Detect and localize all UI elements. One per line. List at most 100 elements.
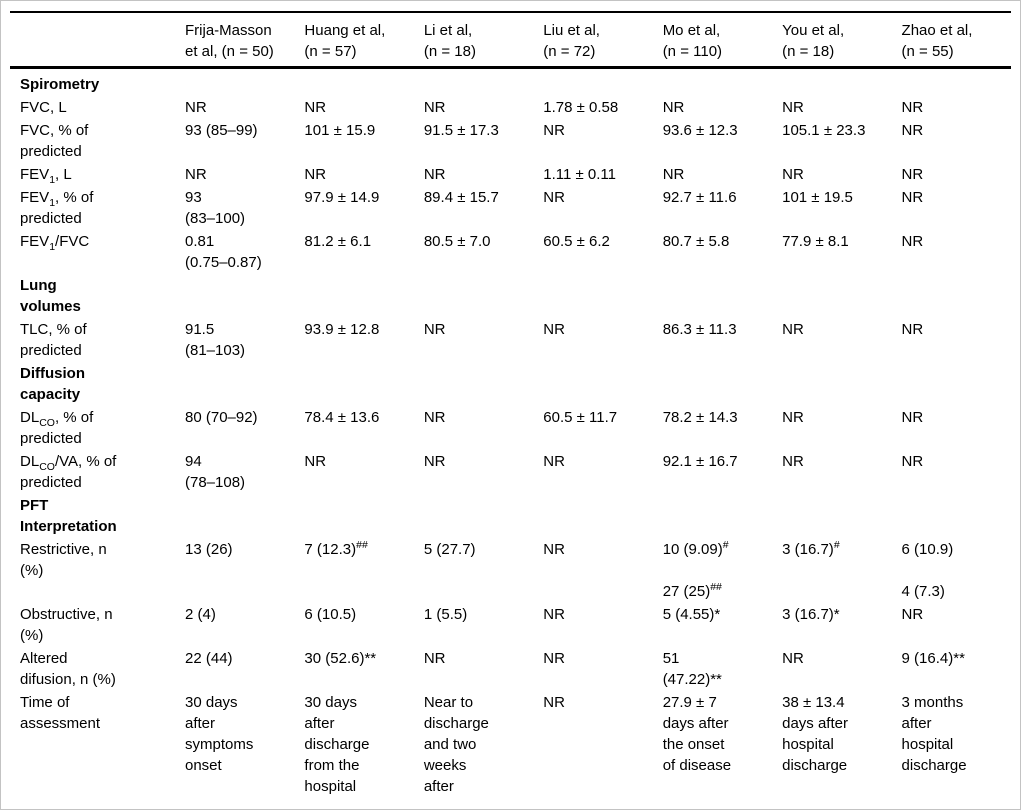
section-row: PFT Interpretation	[10, 494, 1011, 538]
table-cell	[414, 494, 533, 538]
table-cell	[772, 274, 891, 318]
table-cell: NR	[662, 166, 685, 183]
table-cell: 2 (4)	[185, 606, 216, 623]
table-cell: 30 days after symptoms onset	[185, 694, 254, 774]
table-cell: 101 ± 15.9	[304, 122, 376, 139]
table-cell	[414, 362, 533, 406]
table-cell: NR	[423, 321, 446, 338]
table-cell: NR	[423, 409, 446, 426]
column-header-zhao: Zhao et al, (n = 55)	[901, 22, 973, 60]
table-cell: NR	[543, 321, 565, 338]
row-label: FEV1, % of predicted	[20, 189, 94, 227]
table-cell: 78.2 ± 14.3	[662, 409, 738, 426]
table-cell: 91.5 ± 17.3	[423, 122, 499, 139]
column-header-li: Li et al, (n = 18)	[423, 22, 476, 60]
table-cell	[653, 68, 772, 97]
table-cell: 30 (52.6)**	[304, 650, 377, 667]
table-cell	[414, 274, 533, 318]
column-header-you: You et al, (n = 18)	[782, 22, 845, 60]
table-row: FVC, % of predicted 93 (85–99) 101 ± 15.9 9…	[10, 119, 1011, 163]
table-cell: 92.1 ± 16.7	[662, 453, 738, 470]
table-cell	[653, 494, 772, 538]
row-label: DLCO/VA, % of predicted	[20, 453, 117, 491]
section-row: Diffusion capacity	[10, 362, 1011, 406]
table-cell: NR	[901, 166, 924, 183]
table-cell: 0.81 (0.75–0.87)	[185, 233, 262, 271]
table-cell: NR	[304, 166, 327, 183]
table-row: TLC, % of predicted 91.5 (81–103) 93.9 ± 1…	[10, 318, 1011, 362]
table-cell	[772, 68, 891, 97]
table-cell: 60.5 ± 11.7	[543, 409, 618, 426]
table-cell: 80 (70–92)	[185, 409, 258, 426]
table-cell: 10 (9.09)# 27 (25)##	[662, 539, 729, 600]
table-cell	[175, 362, 294, 406]
table-row: Obstructive, n (%) 2 (4) 6 (10.5) 1 (5.5) NR…	[10, 603, 1011, 647]
table-cell: NR	[423, 99, 446, 116]
table-row: FEV1, L NR NR NR 1.11 ± 0.11 NR NR NR	[10, 163, 1011, 186]
table-cell	[294, 274, 413, 318]
table-cell: 97.9 ± 14.9	[304, 189, 380, 206]
table-row: FEV1, % of predicted 93 (83–100) 97.9 ± 14…	[10, 186, 1011, 230]
column-header-liu: Liu et al, (n = 72)	[543, 22, 600, 60]
table-cell: NR	[901, 122, 924, 139]
row-label: FEV1, L	[20, 166, 72, 186]
column-header-huang: Huang et al, (n = 57)	[304, 22, 386, 60]
table-cell: 38 ± 13.4 days after hospital discharge	[782, 694, 848, 774]
table-cell: NR	[543, 189, 565, 206]
table-cell	[533, 362, 652, 406]
table-cell: NR	[901, 321, 924, 338]
row-label: DLCO, % of predicted	[20, 409, 94, 447]
row-label: Spirometry	[20, 76, 100, 93]
table-cell: 13 (26)	[185, 541, 233, 558]
table-cell: 93 (83–100)	[185, 189, 246, 227]
table-cell	[653, 274, 772, 318]
table-cell	[175, 274, 294, 318]
table-cell	[892, 274, 1011, 318]
table-cell: NR	[543, 606, 565, 623]
column-header-mo: Mo et al, (n = 110)	[662, 22, 723, 60]
table-cell: NR	[782, 99, 804, 116]
table-cell: NR	[543, 694, 565, 711]
table-cell: NR	[782, 650, 804, 667]
table-cell	[892, 68, 1011, 97]
column-header-empty	[10, 12, 175, 68]
table-cell: 9 (16.4)**	[901, 650, 965, 667]
table-row: DLCO/VA, % of predicted 94 (78–108) NR NR NR…	[10, 450, 1011, 494]
table-row: FEV1/FVC 0.81 (0.75–0.87) 81.2 ± 6.1 80.5 ±…	[10, 230, 1011, 274]
table-cell: 1.78 ± 0.58	[543, 99, 619, 116]
table-cell: 5 (27.7)	[423, 541, 476, 558]
table-cell: 86.3 ± 11.3	[662, 321, 737, 338]
row-label: FEV1/FVC	[20, 233, 90, 253]
table-cell	[892, 494, 1011, 538]
table-cell: 93.9 ± 12.8	[304, 321, 380, 338]
table-cell	[533, 68, 652, 97]
table-cell: NR	[782, 409, 804, 426]
table-cell: 93.6 ± 12.3	[662, 122, 738, 139]
table-cell: 101 ± 19.5	[782, 189, 853, 206]
table-cell: 51 (47.22)**	[662, 650, 722, 688]
table-cell: 81.2 ± 6.1	[304, 233, 372, 250]
table-cell	[294, 494, 413, 538]
table-cell: 7 (12.3)##	[304, 539, 368, 558]
table-cell: NR	[901, 233, 924, 250]
table-cell: NR	[901, 453, 924, 470]
row-label: Diffusion capacity	[20, 365, 85, 403]
row-label: FVC, L	[20, 99, 67, 116]
table-cell: NR	[782, 321, 804, 338]
table-cell: NR	[304, 453, 327, 470]
table-cell: NR	[423, 453, 446, 470]
column-header-frija-masson: Frija-Masson et al, (n = 50)	[185, 22, 274, 60]
row-label: Lung volumes	[20, 277, 81, 315]
table-cell: 92.7 ± 11.6	[662, 189, 737, 206]
table-cell: 30 days after discharge from the hospita…	[304, 694, 370, 795]
table-cell	[772, 362, 891, 406]
table-cell: 93 (85–99)	[185, 122, 258, 139]
table-cell: 105.1 ± 23.3	[782, 122, 866, 139]
table-cell: NR	[901, 189, 924, 206]
table-cell	[772, 494, 891, 538]
row-label: Obstructive, n (%)	[20, 606, 113, 644]
table-cell	[294, 68, 413, 97]
table-cell: NR	[543, 453, 565, 470]
table-cell: NR	[304, 99, 327, 116]
